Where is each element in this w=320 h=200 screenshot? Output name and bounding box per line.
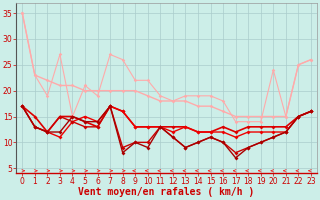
X-axis label: Vent moyen/en rafales ( km/h ): Vent moyen/en rafales ( km/h ) — [78, 187, 255, 197]
